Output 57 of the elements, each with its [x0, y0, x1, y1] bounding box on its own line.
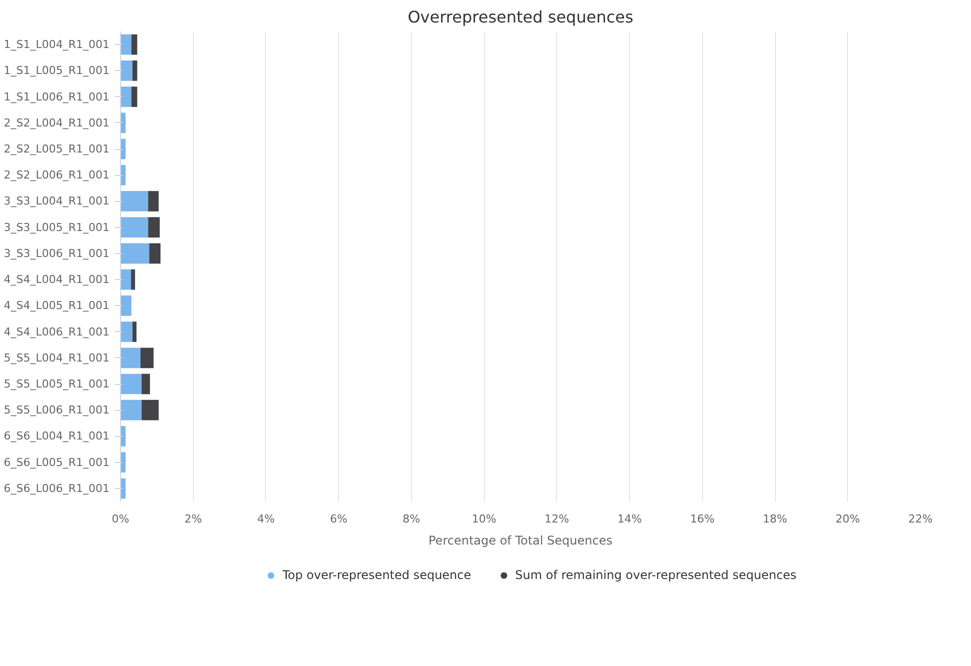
- chart-title: Overrepresented sequences: [408, 8, 634, 26]
- y-tick-label: 5_S5_L004_R1_001: [4, 351, 110, 364]
- x-tick-label: 18%: [762, 512, 788, 526]
- bar: [120, 60, 132, 81]
- y-tick-label: 3_S3_L004_R1_001: [4, 194, 110, 208]
- x-tick-label: 16%: [690, 512, 715, 526]
- x-tick-label: 4%: [257, 512, 275, 526]
- bar: [120, 295, 132, 316]
- bar: [132, 60, 138, 81]
- x-tick-label: 14%: [617, 512, 642, 526]
- bar: [132, 322, 136, 342]
- bar: [120, 217, 148, 238]
- x-tick-label: 10%: [472, 512, 496, 526]
- bar: [120, 400, 142, 420]
- bar: [120, 322, 132, 342]
- bar: [148, 191, 159, 212]
- bar: [120, 191, 148, 212]
- bar: [148, 217, 160, 238]
- y-tick-label: 4_S4_L006_R1_001: [4, 325, 110, 338]
- bar: [140, 348, 154, 368]
- bar: [142, 374, 150, 394]
- y-tick-label: 4_S4_L005_R1_001: [4, 299, 110, 312]
- bar: [120, 34, 132, 55]
- bar: [131, 269, 136, 290]
- x-tick-label: 8%: [402, 512, 420, 526]
- x-tick-label: 12%: [544, 512, 570, 526]
- bar: [131, 86, 138, 107]
- y-tick-label: 6_S6_L004_R1_001: [4, 430, 110, 443]
- y-tick-label: 2_S2_L005_R1_001: [4, 142, 110, 156]
- y-tick-label: 3_S3_L006_R1_001: [4, 246, 110, 260]
- bar: [120, 269, 132, 290]
- x-tick-label: 22%: [908, 512, 933, 526]
- y-tick-label: 1_S1_L004_R1_001: [4, 38, 110, 52]
- bar: [120, 86, 132, 107]
- y-tick-label: 1_S1_L005_R1_001: [4, 64, 110, 78]
- y-tick-label: 6_S6_L005_R1_001: [4, 456, 110, 469]
- bar: [120, 374, 142, 394]
- legend-label: Sum of remaining over-represented sequences: [515, 568, 797, 582]
- bar: [149, 243, 160, 264]
- x-tick-label: 2%: [184, 512, 202, 526]
- x-tick-label: 20%: [836, 512, 860, 526]
- y-tick-label: 2_S2_L006_R1_001: [4, 168, 110, 182]
- x-axis-title: Percentage of Total Sequences: [428, 534, 612, 548]
- y-tick-label: 5_S5_L005_R1_001: [4, 378, 110, 390]
- bar: [120, 243, 150, 264]
- y-tick-label: 6_S6_L006_R1_001: [4, 482, 110, 495]
- y-tick-label: 1_S1_L006_R1_001: [4, 90, 110, 104]
- x-tick-label: 0%: [112, 512, 130, 526]
- bar: [120, 348, 140, 368]
- x-tick-label: 6%: [330, 512, 348, 526]
- bar: [131, 34, 138, 55]
- y-tick-label: 5_S5_L006_R1_001: [4, 404, 110, 417]
- bar: [142, 400, 159, 420]
- legend-label: Top over-represented sequence: [282, 568, 472, 582]
- y-tick-label: 3_S3_L005_R1_001: [4, 220, 110, 234]
- y-tick-label: 4_S4_L004_R1_001: [4, 273, 110, 286]
- y-tick-label: 2_S2_L004_R1_001: [4, 116, 110, 130]
